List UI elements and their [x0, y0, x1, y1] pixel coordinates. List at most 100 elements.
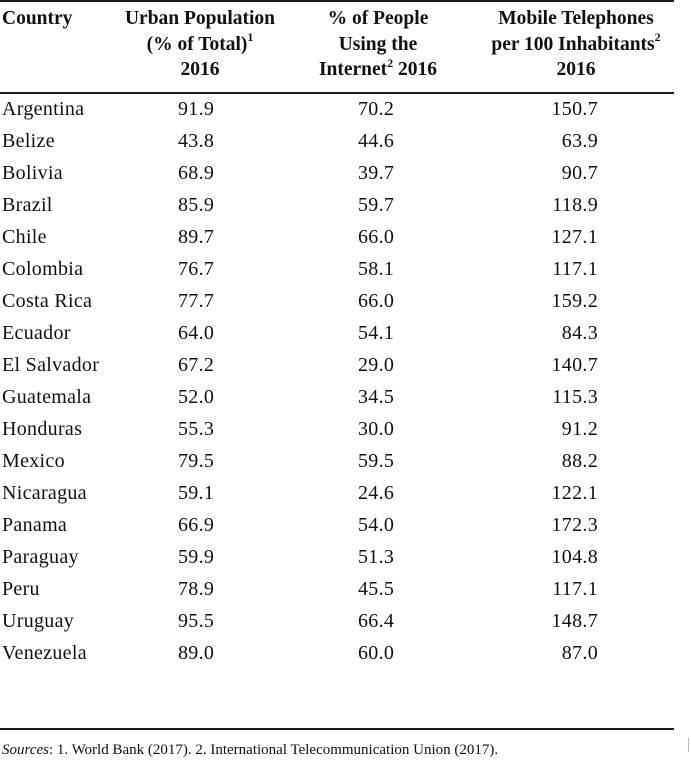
header-mobile-line-1: Mobile Telephones — [498, 8, 654, 29]
cell-urban-population: 76.7 — [178, 258, 215, 280]
cell-mobile-telephones: 150.7 — [551, 98, 598, 120]
table-row: Costa Rica 77.7 66.0 159.2 — [0, 288, 674, 320]
header-internet-year: 2016 — [398, 59, 438, 80]
cell-country: Guatemala — [2, 386, 92, 408]
header-mobile-line-2: per 100 Inhabitants2 — [466, 30, 686, 58]
table-row: El Salvador 67.2 29.0 140.7 — [0, 352, 674, 384]
cell-country: Bolivia — [2, 162, 63, 184]
cell-internet-users: 24.6 — [358, 482, 395, 504]
cell-country: Honduras — [2, 418, 83, 440]
cell-internet-users: 59.7 — [358, 194, 395, 216]
cell-internet-users: 60.0 — [358, 642, 395, 664]
footnote-sources-text: : 1. World Bank (2017). 2. International… — [48, 742, 499, 758]
table-row: Mexico 79.5 59.5 88.2 — [0, 448, 674, 480]
cell-mobile-telephones: 118.9 — [552, 194, 598, 216]
table-bottom-rule — [0, 728, 674, 730]
cell-country: El Salvador — [2, 354, 100, 376]
table-row: Chile 89.7 66.0 127.1 — [0, 224, 674, 256]
header-internet-line-2: Using the — [338, 33, 418, 55]
cell-mobile-telephones: 63.9 — [561, 130, 598, 152]
cell-urban-population: 52.0 — [178, 386, 215, 408]
table-row: Brazil 85.9 59.7 118.9 — [0, 192, 674, 224]
cell-internet-users: 66.4 — [358, 610, 395, 632]
cell-mobile-telephones: 88.2 — [561, 450, 598, 472]
cell-internet-users: 54.1 — [358, 322, 395, 344]
cell-mobile-telephones: 122.1 — [551, 482, 598, 504]
cell-urban-population: 78.9 — [178, 578, 215, 600]
header-urban-line-1: Urban Population — [124, 8, 276, 29]
cell-mobile-telephones: 115.3 — [552, 386, 598, 408]
cell-country: Nicaragua — [2, 482, 87, 504]
table-row: Ecuador 64.0 54.1 84.3 — [0, 320, 674, 352]
cell-mobile-telephones: 84.3 — [561, 322, 598, 344]
cell-urban-population: 59.9 — [178, 546, 215, 568]
cell-country: Paraguay — [2, 546, 79, 568]
header-mobile-line-3: 2016 — [556, 59, 596, 80]
cell-internet-users: 29.0 — [358, 354, 395, 376]
cell-urban-population: 91.9 — [178, 98, 215, 120]
cell-internet-users: 34.5 — [358, 386, 395, 408]
header-mobile-line-2-text: per 100 Inhabitants — [491, 33, 655, 55]
cell-country: Brazil — [2, 194, 53, 216]
footnote-sources-label: Sources — [2, 742, 49, 758]
cell-country: Costa Rica — [2, 290, 93, 312]
cell-internet-users: 39.7 — [358, 162, 395, 184]
cell-urban-population: 77.7 — [178, 290, 215, 312]
cell-urban-population: 79.5 — [178, 450, 215, 472]
header-urban-footnote-marker: 1 — [247, 30, 254, 44]
table-top-rule — [0, 0, 674, 2]
cell-country: Argentina — [2, 98, 85, 120]
cell-internet-users: 30.0 — [358, 418, 395, 440]
header-country-label: Country — [2, 8, 73, 29]
cell-urban-population: 85.9 — [178, 194, 215, 216]
cell-country: Ecuador — [2, 322, 71, 344]
table-row: Nicaragua 59.1 24.6 122.1 — [0, 480, 674, 512]
table-body: Argentina 91.9 70.2 150.7 Belize 43.8 44.6 63.9… — [0, 96, 674, 672]
cell-urban-population: 55.3 — [178, 418, 215, 440]
table-row: Peru 78.9 45.5 117.1 — [0, 576, 674, 608]
cell-internet-users: 66.0 — [358, 226, 395, 248]
table-row: Belize 43.8 44.6 63.9 — [0, 128, 674, 160]
cell-country: Belize — [2, 130, 55, 152]
table-row: Honduras 55.3 30.0 91.2 — [0, 416, 674, 448]
cell-urban-population: 43.8 — [178, 130, 215, 152]
cell-country: Colombia — [2, 258, 84, 280]
cell-internet-users: 51.3 — [358, 546, 395, 568]
cell-mobile-telephones: 127.1 — [551, 226, 598, 248]
cell-internet-users: 44.6 — [358, 130, 395, 152]
header-urban-line-2: (% of Total)1 — [113, 30, 287, 58]
cell-urban-population: 66.9 — [178, 514, 215, 536]
cell-country: Panama — [2, 514, 68, 536]
cell-mobile-telephones: 159.2 — [551, 290, 598, 312]
cell-mobile-telephones: 117.1 — [552, 578, 598, 600]
cell-country: Venezuela — [2, 642, 87, 664]
table-row: Paraguay 59.9 51.3 104.8 — [0, 544, 674, 576]
cell-country: Chile — [2, 226, 47, 248]
table-row: Panama 66.9 54.0 172.3 — [0, 512, 674, 544]
header-urban-line-2-text: (% of Total) — [146, 33, 248, 55]
header-mobile-telephones: Mobile Telephones per 100 Inhabitants2 2… — [466, 6, 686, 83]
cell-internet-users: 45.5 — [358, 578, 395, 600]
cell-urban-population: 68.9 — [178, 162, 215, 184]
cell-mobile-telephones: 140.7 — [551, 354, 598, 376]
header-urban-line-3: 2016 — [180, 59, 220, 80]
header-internet-footnote-marker: 2 — [387, 55, 394, 70]
cell-country: Uruguay — [2, 610, 75, 632]
table-row: Venezuela 89.0 60.0 87.0 — [0, 640, 674, 672]
cell-mobile-telephones: 87.0 — [561, 642, 598, 664]
cell-mobile-telephones: 117.1 — [552, 258, 598, 280]
table-row: Argentina 91.9 70.2 150.7 — [0, 96, 674, 128]
cell-internet-users: 70.2 — [358, 98, 395, 120]
table-header-rule — [0, 92, 674, 94]
cell-mobile-telephones: 90.7 — [561, 162, 598, 184]
cell-mobile-telephones: 91.2 — [561, 418, 598, 440]
table-footnote: Sources: 1. World Bank (2017). 2. Intern… — [2, 741, 498, 759]
cell-urban-population: 67.2 — [178, 354, 215, 376]
cell-internet-users: 59.5 — [358, 450, 395, 472]
cell-country: Mexico — [2, 450, 65, 472]
header-internet-users: % of People Using the Internet2 2016 — [300, 6, 456, 83]
cell-mobile-telephones: 104.8 — [551, 546, 598, 568]
header-mobile-footnote-marker: 2 — [654, 30, 661, 44]
cell-urban-population: 89.0 — [178, 642, 215, 664]
page-edge-mark — [688, 738, 689, 752]
